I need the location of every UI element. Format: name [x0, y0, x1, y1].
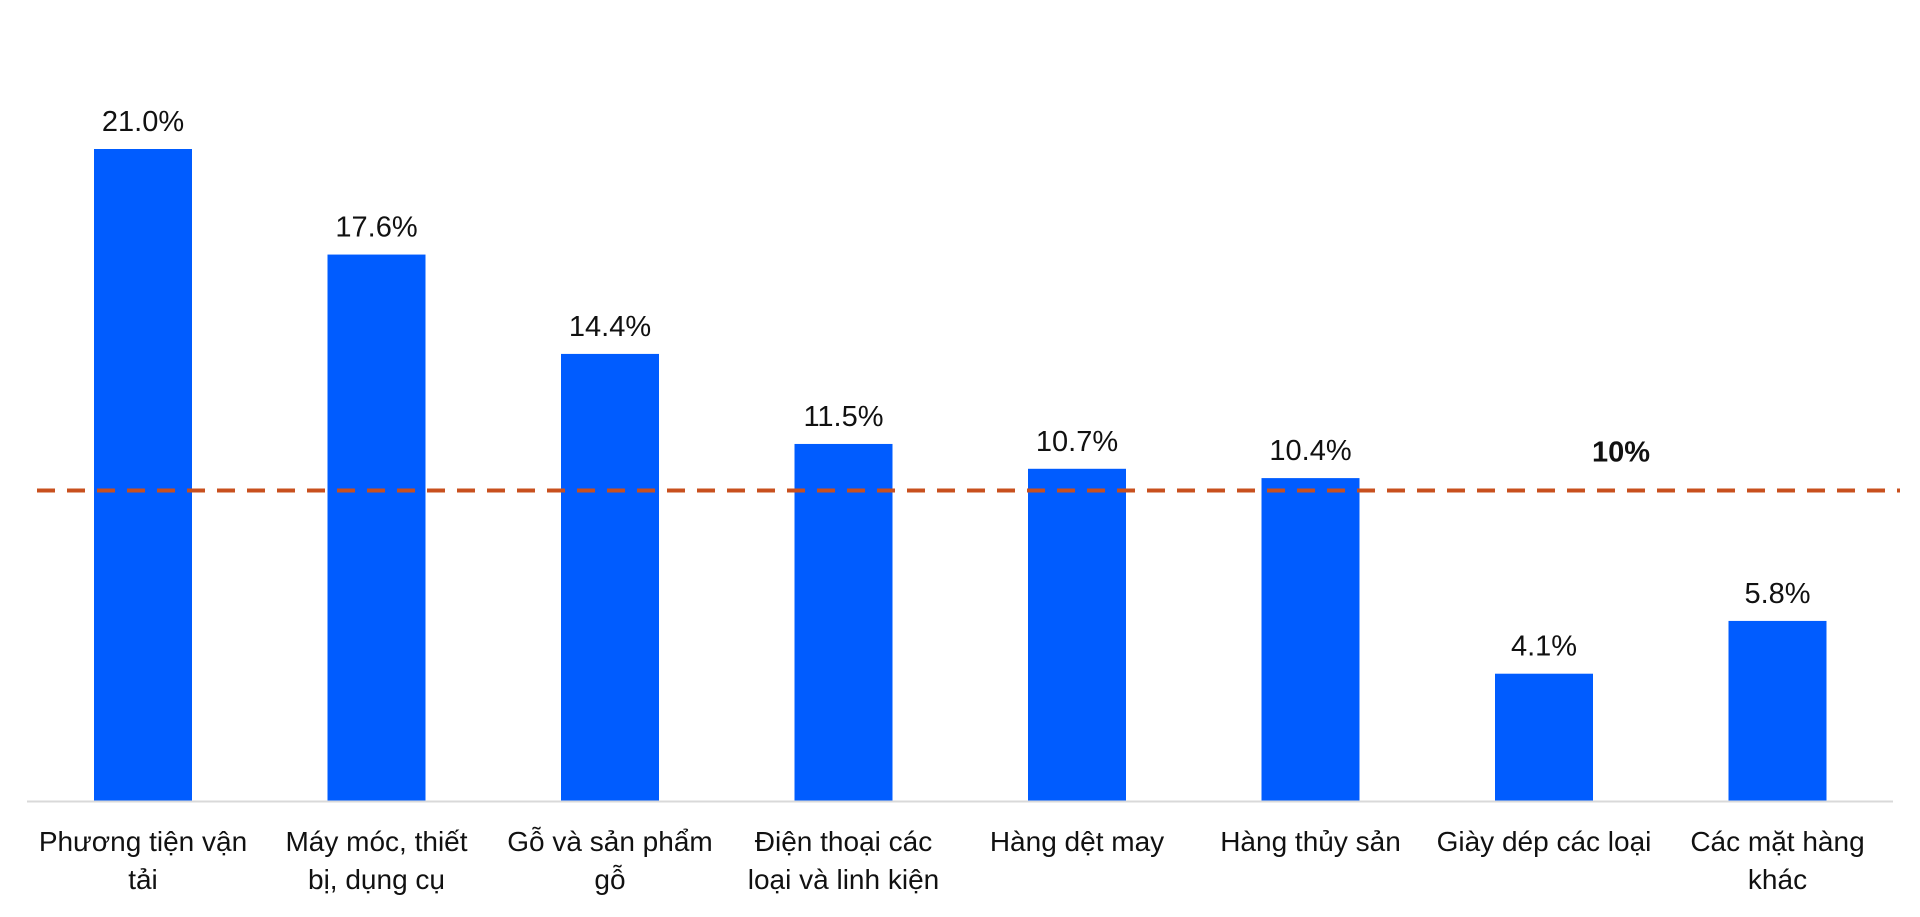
x-tick-label: Hàng thủy sản — [1220, 826, 1401, 857]
x-tick-label: Hàng dệt may — [989, 826, 1165, 857]
x-tick-label: Điện thoại các loại và linh kiện — [747, 826, 940, 895]
x-tick-label: Các mặt hàng khác — [1690, 826, 1865, 895]
value-label: 4.1% — [1511, 631, 1577, 663]
value-label: 10.4% — [1269, 435, 1351, 467]
x-tick-label: Gỗ và sản phẩm gỗ — [507, 826, 713, 895]
value-label: 5.8% — [1744, 578, 1810, 610]
value-label: 11.5% — [803, 401, 883, 433]
bar — [1261, 478, 1360, 801]
value-label: 14.4% — [569, 311, 651, 343]
bar — [1495, 673, 1593, 801]
bar — [561, 353, 659, 801]
reference-label: 10% — [1592, 437, 1650, 469]
bar — [1028, 468, 1126, 801]
bar — [1728, 620, 1827, 801]
x-tick-label: Máy móc, thiết bị, dụng cụ — [285, 826, 468, 895]
bar — [94, 149, 192, 801]
bar — [794, 443, 893, 801]
value-label: 10.7% — [1036, 426, 1118, 458]
value-label: 17.6% — [335, 212, 417, 244]
x-tick-label: Giày dép các loại — [1436, 826, 1652, 857]
value-label: 21.0% — [102, 106, 184, 138]
x-tick-label: Phương tiện vận tải — [38, 826, 248, 895]
bar — [327, 254, 426, 802]
